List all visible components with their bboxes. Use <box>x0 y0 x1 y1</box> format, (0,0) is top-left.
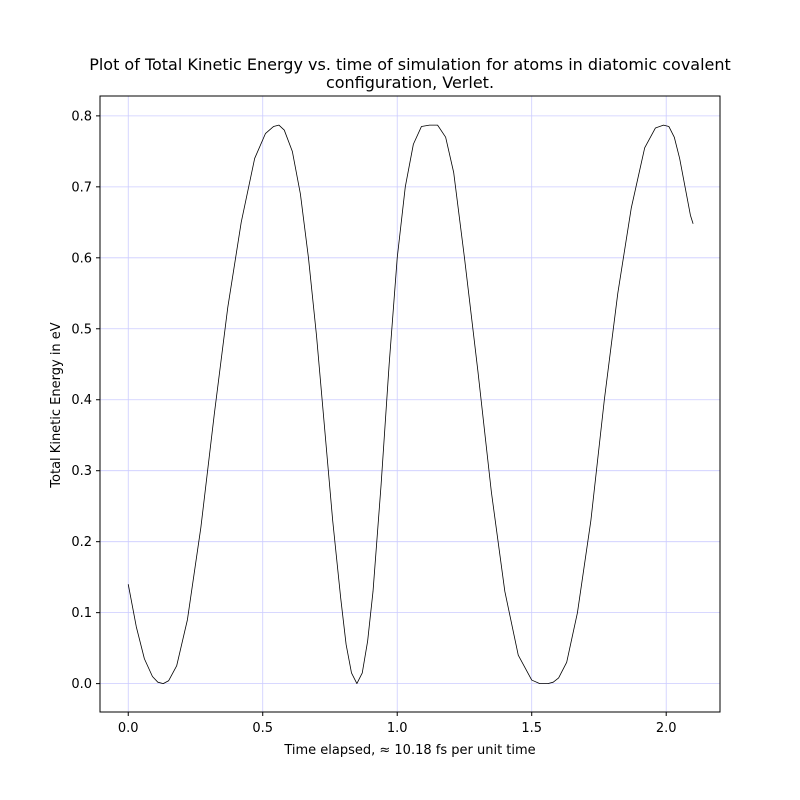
y-tick-label: 0.8 <box>71 109 92 124</box>
y-tick-label: 0.2 <box>71 535 92 550</box>
grid <box>100 96 720 712</box>
y-axis-label: Total Kinetic Energy in eV <box>49 322 64 488</box>
y-tick-label: 0.7 <box>71 180 92 195</box>
x-tick-label: 0.0 <box>118 721 139 736</box>
plot-frame <box>99 95 721 713</box>
series-layer <box>127 124 694 685</box>
y-tick-label: 0.6 <box>71 251 92 266</box>
x-tick-label: 1.5 <box>521 721 542 736</box>
x-tick-label: 0.5 <box>252 721 273 736</box>
chart-title-line-1: Plot of Total Kinetic Energy vs. time of… <box>89 55 731 74</box>
x-axis-label: Time elapsed, ≈ 10.18 fs per unit time <box>283 743 535 758</box>
x-tick-label: 1.0 <box>387 721 408 736</box>
y-tick-label: 0.0 <box>71 677 92 692</box>
y-axis: 0.0 0.1 0.2 0.3 0.4 0.5 0.6 0.7 0.8 <box>71 109 100 692</box>
kinetic-energy-line <box>127 124 694 685</box>
y-tick-label: 0.3 <box>71 464 92 479</box>
chart-title-line-2: configuration, Verlet. <box>326 73 494 92</box>
y-tick-label: 0.4 <box>71 393 92 408</box>
y-tick-label: 0.5 <box>71 322 92 337</box>
x-tick-label: 2.0 <box>656 721 677 736</box>
x-axis: 0.0 0.5 1.0 1.5 2.0 <box>118 712 677 736</box>
y-tick-label: 0.1 <box>71 606 92 621</box>
